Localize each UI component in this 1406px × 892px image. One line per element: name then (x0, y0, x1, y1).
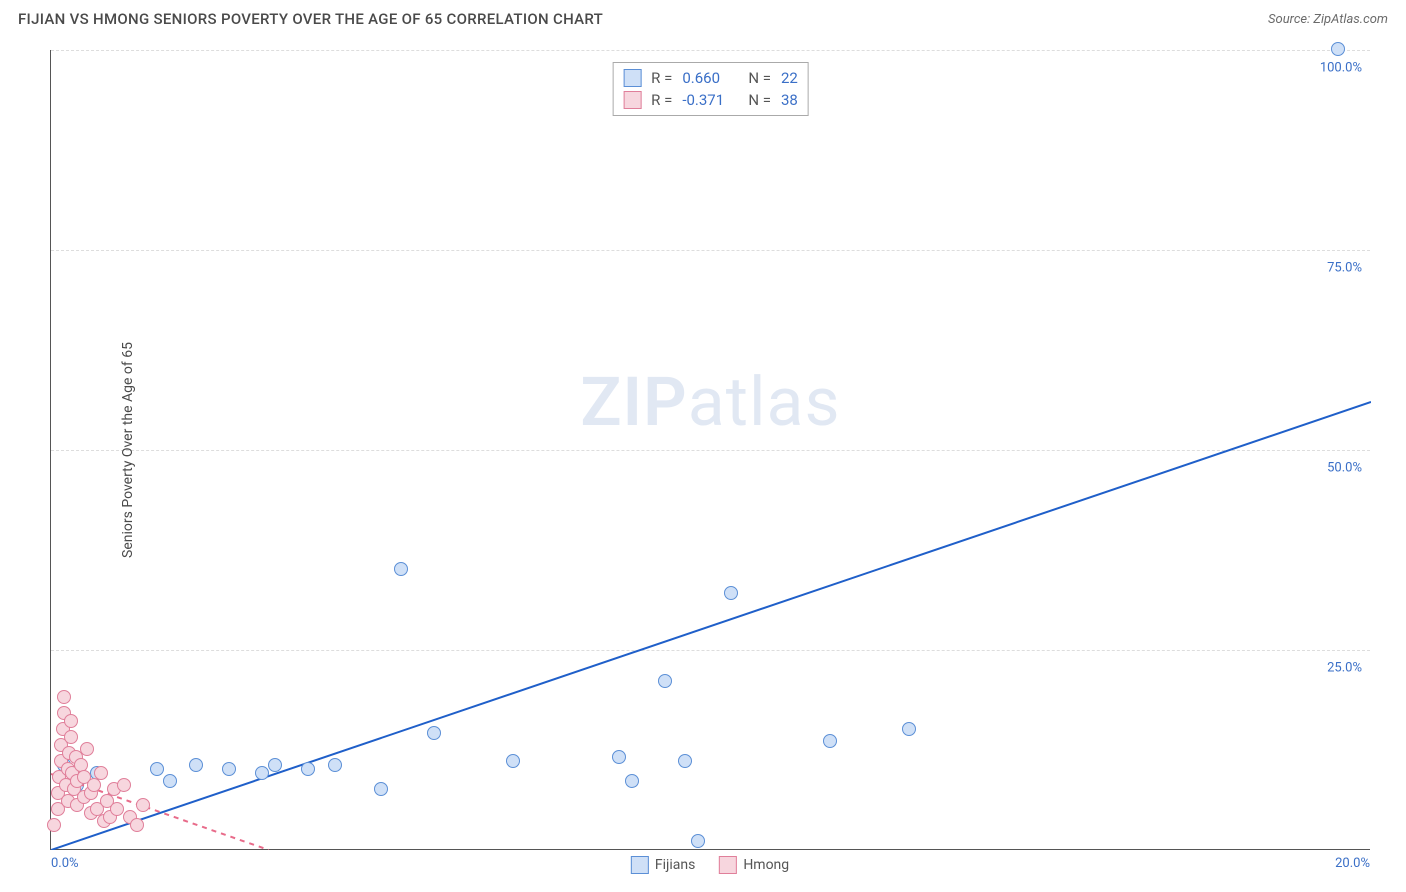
gridline (51, 250, 1370, 251)
source-attribution: Source: ZipAtlas.com (1268, 12, 1388, 27)
y-tick-label: 75.0% (1327, 261, 1362, 276)
stats-row: R = -0.371 N = 38 (623, 89, 798, 111)
scatter-point (902, 722, 916, 736)
scatter-point (130, 818, 144, 832)
watermark-zip: ZIP (580, 362, 687, 442)
chart-title: FIJIAN VS HMONG SENIORS POVERTY OVER THE… (18, 10, 603, 28)
x-tick-label-left: 0.0% (51, 856, 79, 871)
scatter-point (47, 818, 61, 832)
y-tick-label: 50.0% (1327, 461, 1362, 476)
scatter-point (255, 766, 269, 780)
scatter-point (80, 742, 94, 756)
legend-swatch (719, 856, 737, 874)
scatter-point (1331, 42, 1345, 56)
scatter-point (222, 762, 236, 776)
scatter-point (268, 758, 282, 772)
scatter-point (150, 762, 164, 776)
gridline (51, 650, 1370, 651)
scatter-point (136, 798, 150, 812)
legend-item: Fijians (631, 856, 695, 874)
y-tick-label: 25.0% (1327, 661, 1362, 676)
legend-label: Fijians (655, 857, 695, 873)
scatter-point (301, 762, 315, 776)
plot-region: ZIPatlas 25.0%50.0%75.0%100.0%0.0%20.0%R… (50, 50, 1370, 850)
scatter-point (823, 734, 837, 748)
scatter-point (94, 766, 108, 780)
scatter-point (394, 562, 408, 576)
scatter-point (163, 774, 177, 788)
scatter-point (87, 778, 101, 792)
x-tick-label-right: 20.0% (1335, 856, 1370, 871)
stats-n-value: 22 (781, 69, 798, 87)
stats-r-label: R = (651, 69, 672, 87)
legend-swatch (631, 856, 649, 874)
scatter-point (64, 714, 78, 728)
stats-row: R = 0.660 N = 22 (623, 67, 798, 89)
stats-swatch (623, 91, 641, 109)
scatter-point (691, 834, 705, 848)
y-tick-label: 100.0% (1320, 61, 1362, 76)
scatter-point (328, 758, 342, 772)
scatter-point (64, 730, 78, 744)
scatter-point (506, 754, 520, 768)
legend-label: Hmong (743, 857, 789, 873)
gridline (51, 50, 1370, 51)
chart-header: FIJIAN VS HMONG SENIORS POVERTY OVER THE… (0, 0, 1406, 34)
scatter-point (57, 690, 71, 704)
scatter-point (612, 750, 626, 764)
stats-n-label: N = (748, 91, 771, 109)
scatter-point (117, 778, 131, 792)
watermark: ZIPatlas (580, 362, 840, 442)
y-axis-label: Seniors Poverty Over the Age of 65 (120, 342, 136, 558)
stats-box: R = 0.660 N = 22 R = -0.371 N = 38 (612, 62, 809, 116)
legend-item: Hmong (719, 856, 789, 874)
scatter-point (625, 774, 639, 788)
scatter-point (724, 586, 738, 600)
scatter-point (110, 802, 124, 816)
stats-r-value: -0.371 (682, 91, 738, 109)
scatter-point (427, 726, 441, 740)
scatter-point (678, 754, 692, 768)
stats-swatch (623, 69, 641, 87)
watermark-atlas: atlas (688, 362, 841, 442)
gridline (51, 450, 1370, 451)
legend: Fijians Hmong (631, 856, 789, 874)
stats-r-label: R = (651, 91, 672, 109)
scatter-point (658, 674, 672, 688)
scatter-point (374, 782, 388, 796)
stats-n-value: 38 (781, 91, 798, 109)
stats-n-label: N = (748, 69, 771, 87)
stats-r-value: 0.660 (682, 69, 738, 87)
scatter-point (189, 758, 203, 772)
chart-area: ZIPatlas 25.0%50.0%75.0%100.0%0.0%20.0%R… (50, 50, 1370, 850)
